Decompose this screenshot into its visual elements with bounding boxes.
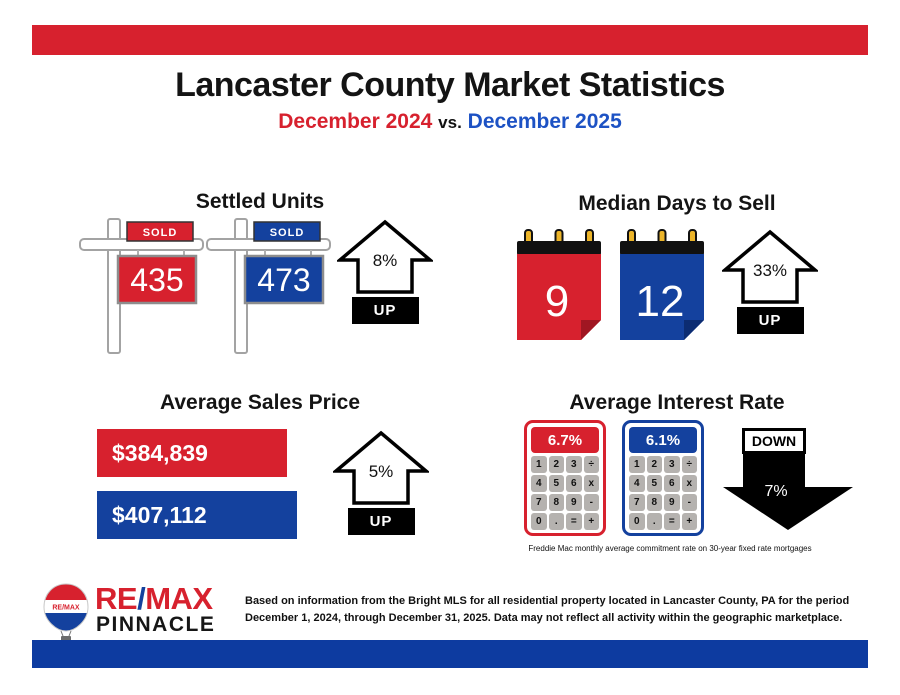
calc-key: 9 — [664, 494, 680, 511]
calc-key: 2 — [646, 456, 662, 473]
median-days-direction-badge: UP — [736, 307, 804, 334]
calc-key: 8 — [646, 494, 662, 511]
calc-key: ÷ — [583, 456, 599, 473]
calc-key: 0 — [531, 513, 547, 530]
calc-key: 8 — [548, 494, 564, 511]
calc-key: x — [583, 475, 599, 492]
avg-price-change: 5% UP — [333, 430, 429, 535]
calc-key: 3 — [566, 456, 582, 473]
down-arrow-icon: 7% — [723, 454, 853, 530]
calc-key: 6 — [664, 475, 680, 492]
calculator-icon-2024: 6.7% 1 2 3 ÷ 4 5 6 x 7 8 9 - 0 . = + — [524, 420, 606, 536]
calc-key: 1 — [531, 456, 547, 473]
calc-key: 7 — [531, 494, 547, 511]
calc-key: 9 — [566, 494, 582, 511]
interest-rate-2024-value: 6.7% — [531, 427, 599, 453]
avg-sales-price-title: Average Sales Price — [159, 391, 361, 414]
sold-label-2024: SOLD — [143, 227, 178, 239]
calculator-icon-2025: 6.1% 1 2 3 ÷ 4 5 6 x 7 8 9 - 0 . = + — [622, 420, 704, 536]
avg-price-bar-2024: $384,839 — [97, 429, 287, 477]
disclaimer-text: Based on information from the Bright MLS… — [245, 595, 850, 625]
calc-key: . — [646, 513, 662, 530]
settled-units-2024-value: 435 — [130, 262, 183, 298]
interest-rate-change: DOWN 7% — [720, 428, 854, 537]
yard-sign-icon-2025: SOLD 473 — [206, 218, 331, 354]
calc-key: . — [548, 513, 564, 530]
settled-units-change: 8% UP — [337, 219, 433, 324]
calc-key: 4 — [531, 475, 547, 492]
up-arrow-icon: 33% — [722, 229, 818, 304]
avg-price-bar-2025: $407,112 — [97, 491, 297, 539]
calc-key: 2 — [548, 456, 564, 473]
brand-max: MAX — [145, 581, 213, 616]
calculator-keypad: 1 2 3 ÷ 4 5 6 x 7 8 9 - 0 . = + — [629, 456, 697, 530]
calc-key: 3 — [664, 456, 680, 473]
settled-units-change-percent: 8% — [373, 251, 398, 270]
calc-key: 6 — [566, 475, 582, 492]
median-days-change-percent: 33% — [753, 261, 787, 280]
bottom-accent-bar — [32, 640, 868, 668]
period-2024-label: December 2024 — [278, 110, 433, 133]
median-days-change: 33% UP — [722, 229, 818, 334]
calc-key: - — [681, 494, 697, 511]
sold-label-2025: SOLD — [270, 227, 305, 239]
brand-wordmark: RE/MAX — [95, 583, 213, 614]
calc-key: = — [566, 513, 582, 530]
page-title: Lancaster County Market Statistics — [175, 66, 725, 104]
calendar-icon-2025: 12 — [620, 229, 704, 340]
calc-key: 7 — [629, 494, 645, 511]
calc-key: x — [681, 475, 697, 492]
avg-price-2024-value: $384,839 — [112, 439, 208, 466]
calc-key: - — [583, 494, 599, 511]
interest-rate-2025-value: 6.1% — [629, 427, 697, 453]
avg-interest-rate-title: Average Interest Rate — [569, 391, 785, 414]
settled-units-2025-value: 473 — [257, 262, 310, 298]
balloon-wordmark: RE/MAX — [52, 605, 80, 612]
avg-price-direction-badge: UP — [347, 508, 415, 535]
calc-key: = — [664, 513, 680, 530]
settled-units-title: Settled Units — [195, 190, 325, 213]
remax-balloon-logo: RE/MAX — [43, 583, 89, 642]
brand-subname: PINNACLE — [96, 613, 216, 636]
calc-key: 5 — [646, 475, 662, 492]
calc-key: 4 — [629, 475, 645, 492]
vs-label: vs. — [438, 113, 462, 132]
calendar-icon-2024: 9 — [517, 229, 601, 340]
comparison-subtitle: December 2024 vs. December 2025 — [0, 110, 900, 134]
brand-slash: / — [137, 581, 146, 616]
top-accent-bar — [32, 25, 868, 55]
calc-key: 0 — [629, 513, 645, 530]
yard-sign-icon-2024: SOLD 435 — [79, 218, 204, 354]
calc-key: 1 — [629, 456, 645, 473]
interest-rate-footnote: Freddie Mac monthly average commitment r… — [528, 544, 812, 553]
up-arrow-icon: 5% — [333, 430, 429, 505]
period-2025-label: December 2025 — [467, 110, 622, 133]
interest-rate-change-percent: 7% — [764, 483, 787, 500]
median-days-2024-value: 9 — [545, 277, 569, 326]
calc-key: ÷ — [681, 456, 697, 473]
brand-re: RE — [95, 581, 138, 616]
up-arrow-icon: 8% — [337, 219, 433, 294]
calc-key: 5 — [548, 475, 564, 492]
interest-rate-direction-badge: DOWN — [742, 428, 806, 454]
calculator-keypad: 1 2 3 ÷ 4 5 6 x 7 8 9 - 0 . = + — [531, 456, 599, 530]
calc-key: + — [681, 513, 697, 530]
median-days-2025-value: 12 — [636, 277, 685, 326]
avg-price-change-percent: 5% — [369, 462, 394, 481]
calc-key: + — [583, 513, 599, 530]
settled-units-direction-badge: UP — [351, 297, 419, 324]
median-days-title: Median Days to Sell — [578, 192, 776, 215]
avg-price-2025-value: $407,112 — [112, 501, 207, 528]
